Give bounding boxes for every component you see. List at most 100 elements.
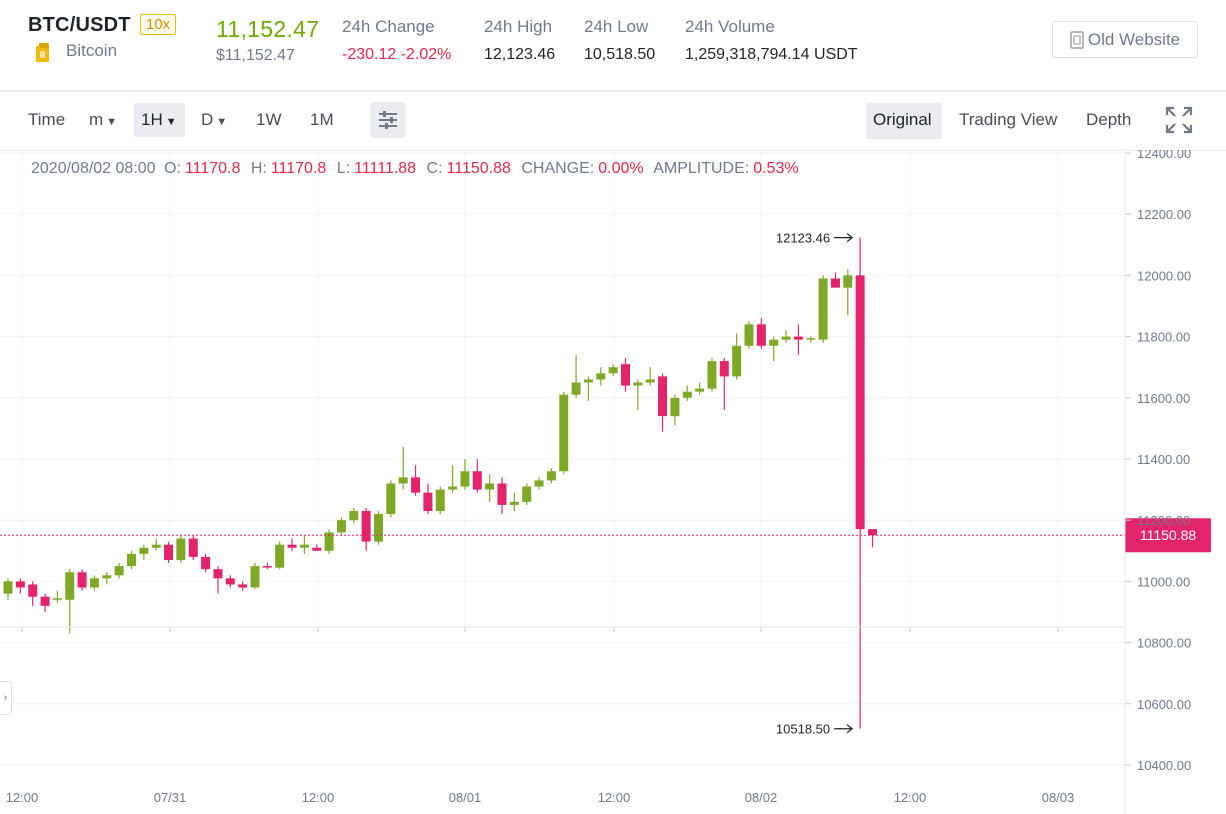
candle-body <box>497 483 507 505</box>
candle-body <box>435 489 445 512</box>
candle-body <box>15 581 25 588</box>
candle-body <box>719 361 729 377</box>
candle-body <box>114 566 124 576</box>
view-trading-view[interactable]: Trading View <box>959 110 1058 129</box>
candle-body <box>559 394 569 472</box>
interval-month[interactable]: 1M <box>310 110 334 129</box>
candle <box>509 492 519 512</box>
candle <box>497 477 507 515</box>
candle <box>522 483 532 505</box>
candle-body <box>3 581 13 594</box>
candle-body <box>621 364 630 386</box>
candle-body <box>238 584 248 588</box>
interval-hour-dropdown[interactable]: 1H ▼ <box>141 110 177 130</box>
candle <box>28 581 38 606</box>
y-tick-label: 10600.00 <box>1137 697 1191 712</box>
candle-body <box>695 388 705 392</box>
candle-body <box>781 336 791 340</box>
coin-name[interactable]: Bitcoin <box>66 41 118 60</box>
x-tick-label: 12:00 <box>894 790 927 805</box>
candle-body <box>658 376 668 417</box>
x-tick-label: 08/02 <box>745 790 778 805</box>
candle-body <box>225 578 235 585</box>
view-original[interactable]: Original <box>873 110 932 129</box>
candle-body <box>201 556 211 570</box>
candle <box>361 507 371 551</box>
candle <box>299 535 309 554</box>
stat-change-value: -230.12 -2.02% <box>342 46 452 63</box>
view-depth[interactable]: Depth <box>1086 110 1132 129</box>
interval-day-dropdown[interactable]: D ▼ <box>201 110 227 130</box>
interval-hour-label: 1H <box>141 110 163 129</box>
candle <box>855 237 865 729</box>
sliders-icon <box>379 111 397 129</box>
candle-body <box>830 278 840 288</box>
candle <box>583 376 593 401</box>
candle-body <box>386 483 396 515</box>
y-tick-label: 12400.00 <box>1137 150 1191 161</box>
candle <box>645 367 655 386</box>
high-marker-label: 12123.46 <box>776 231 830 246</box>
candle <box>843 269 853 316</box>
candle-body <box>164 544 174 560</box>
candle-body <box>349 511 359 521</box>
candle <box>793 324 803 355</box>
interval-minute-dropdown[interactable]: m ▼ <box>89 110 117 130</box>
candle-body <box>707 361 717 389</box>
interval-time[interactable]: Time <box>28 110 66 129</box>
candle <box>534 477 544 490</box>
caret-down-icon: ▼ <box>106 116 118 128</box>
candle-body <box>868 529 877 536</box>
chart-scroll-handle[interactable]: › <box>0 681 12 715</box>
ohlc-high: 11170.8 <box>270 160 327 177</box>
interval-selected-bg <box>134 103 185 137</box>
ohlc-change: 0.00% <box>598 160 644 177</box>
low-marker-arrowhead <box>846 724 854 734</box>
candle-body <box>127 553 136 567</box>
candle-body <box>262 566 272 568</box>
candle <box>732 333 742 380</box>
leverage-badge: 10x <box>140 14 177 35</box>
ohlc-time: 2020/08/02 08:00 <box>31 160 156 177</box>
candle-body <box>608 367 618 374</box>
candle-body <box>855 275 865 530</box>
old-website-label: Old Website <box>1087 29 1181 49</box>
chevron-right-icon: › <box>3 692 8 704</box>
pair-title[interactable]: BTC/USDT <box>28 14 131 36</box>
candle-body <box>472 471 482 490</box>
candle-body <box>65 572 75 600</box>
candle <box>781 330 791 343</box>
candle-body <box>188 538 198 557</box>
candle-body <box>28 584 38 597</box>
candlestick-chart[interactable]: 11150.88 12123.46 10518.50 12400.00 12200.0… <box>0 150 1226 814</box>
candle-body <box>213 569 223 579</box>
candle <box>633 379 643 411</box>
candle-body <box>485 483 495 490</box>
candle-body <box>818 278 828 340</box>
interval-week[interactable]: 1W <box>256 110 282 129</box>
candle-body <box>176 538 186 560</box>
candle-body <box>287 544 297 548</box>
document-icon <box>1070 30 1084 49</box>
y-tick-label: 10400.00 <box>1137 758 1191 773</box>
candle <box>608 364 618 377</box>
fullscreen-icon[interactable] <box>1165 106 1193 134</box>
stat-high-value: 12,123.46 <box>484 46 556 63</box>
candle <box>435 486 445 515</box>
old-website-button[interactable]: Old Website <box>1052 21 1198 58</box>
candle <box>312 544 322 551</box>
candle <box>250 563 260 590</box>
candle-body <box>596 373 606 380</box>
candle-body <box>534 480 544 487</box>
stat-change-label: 24h Change <box>342 17 435 36</box>
x-tick-label: 12:00 <box>302 790 335 805</box>
view-selected-bg <box>866 103 942 139</box>
ticker-header: BTC/USDT 10x Bitcoin 11,152.47 $11,152.4… <box>0 0 1226 92</box>
caret-down-icon: ▼ <box>216 116 228 128</box>
candle <box>448 465 458 493</box>
indicator-settings-button[interactable] <box>370 102 406 138</box>
y-tick-label: 11400.00 <box>1137 452 1190 467</box>
current-price-label: 11150.88 <box>1140 527 1197 543</box>
y-tick-label: 11200.00 <box>1137 513 1190 528</box>
candle <box>225 575 235 588</box>
